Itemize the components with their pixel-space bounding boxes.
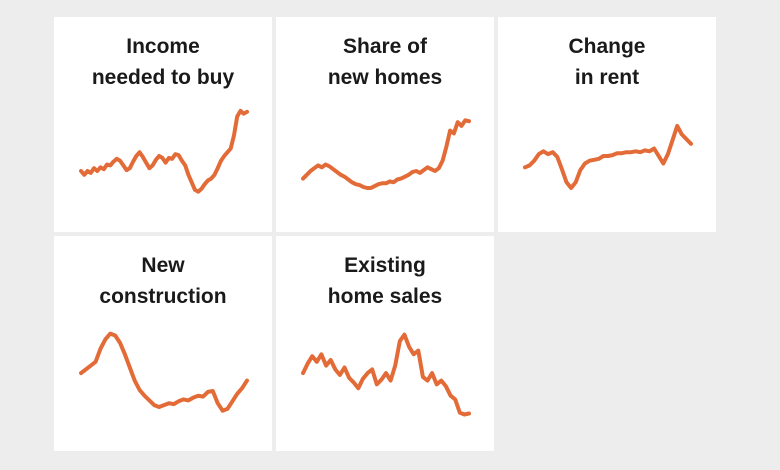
chart-panel-new-construction: New construction <box>54 236 272 451</box>
chart-panel-existing-home-sales: Existing home sales <box>276 236 494 451</box>
series-line <box>523 123 693 190</box>
chart-title-line: New <box>141 254 185 277</box>
series-line <box>301 118 471 190</box>
line-chart-income-needed <box>79 108 249 194</box>
chart-title-line: in rent <box>574 66 640 89</box>
chart-title-line: Change <box>568 35 646 58</box>
chart-title: Share of new homes <box>276 31 494 93</box>
chart-title-line: Share of <box>342 35 428 58</box>
chart-title-line: construction <box>99 285 227 308</box>
chart-panel-share-of-new-homes: Share of new homes <box>276 17 494 232</box>
chart-title: Existing home sales <box>276 250 494 312</box>
series-line <box>79 331 249 413</box>
line-chart-new-construction <box>79 331 249 413</box>
chart-panel-change-in-rent: Change in rent <box>498 17 716 232</box>
line-chart-change-in-rent <box>523 123 693 190</box>
chart-title-line: new homes <box>327 66 443 89</box>
chart-title-line: Income <box>126 35 200 58</box>
series-line <box>301 332 471 417</box>
chart-panel-income-needed: Income needed to buy <box>54 17 272 232</box>
chart-title-line: home sales <box>327 285 443 308</box>
line-chart-share-of-new-homes <box>301 118 471 190</box>
line-chart-existing-home-sales <box>301 332 471 417</box>
chart-title: Income needed to buy <box>54 31 272 93</box>
chart-title-line: needed to buy <box>91 66 235 89</box>
chart-title-line: Existing <box>344 254 426 277</box>
series-line <box>79 108 249 194</box>
chart-title: Change in rent <box>498 31 716 93</box>
chart-title: New construction <box>54 250 272 312</box>
